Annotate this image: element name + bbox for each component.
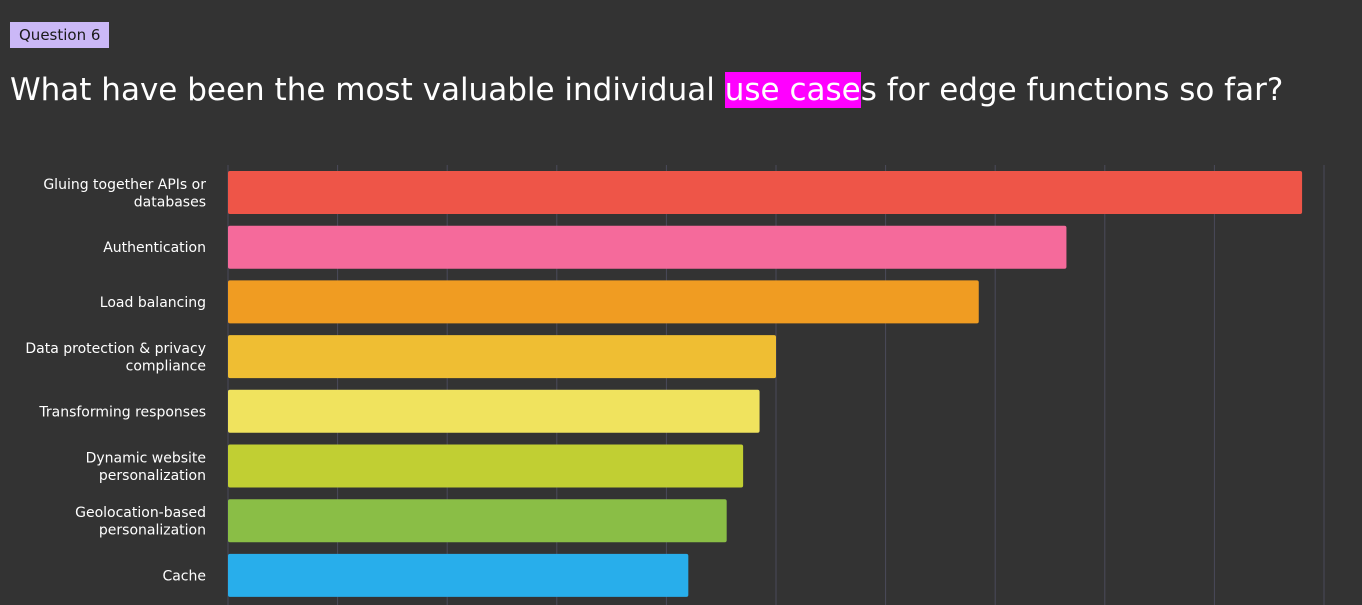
category-label-line: Gluing together APIs or (43, 177, 206, 193)
category-label: Cache (162, 568, 206, 584)
bar (228, 389, 760, 433)
category-label-line: personalization (99, 468, 206, 484)
category-labels: Gluing together APIs or databases Authenti… (25, 177, 206, 585)
bar (228, 444, 744, 488)
bars (228, 171, 1303, 597)
category-label-line: Authentication (103, 240, 206, 256)
title-text-before: What have been the most valuable individ… (10, 72, 725, 108)
category-label: Gluing together APIs or databases (43, 177, 206, 211)
category-label: Geolocation-based personalization (75, 505, 206, 539)
category-label-line: Data protection & privacy (25, 341, 206, 357)
bar (228, 171, 1303, 214)
category-label-line: personalization (99, 522, 206, 538)
bar (228, 553, 689, 597)
question-title: What have been the most valuable individ… (10, 68, 1283, 112)
category-label: Data protection & privacy compliance (25, 341, 206, 375)
category-label-line: Dynamic website (86, 450, 206, 466)
category-label: Load balancing (100, 295, 206, 311)
bar (228, 280, 979, 324)
category-label: Authentication (103, 240, 206, 256)
question-badge: Question 6 (10, 22, 110, 48)
category-label: Dynamic website personalization (86, 450, 206, 484)
category-label-line: compliance (126, 358, 206, 374)
bar (228, 499, 727, 543)
category-label-line: databases (134, 194, 206, 210)
category-label-line: Load balancing (100, 295, 206, 311)
category-label-line: Geolocation-based (75, 505, 206, 521)
title-highlight: use case (724, 72, 861, 108)
title-text-after: s for edge functions so far? (860, 72, 1284, 108)
bar (228, 225, 1067, 269)
category-label-line: Cache (162, 568, 206, 584)
category-label-line: Transforming responses (38, 404, 206, 420)
category-label: Transforming responses (38, 404, 206, 420)
bar (228, 335, 776, 379)
